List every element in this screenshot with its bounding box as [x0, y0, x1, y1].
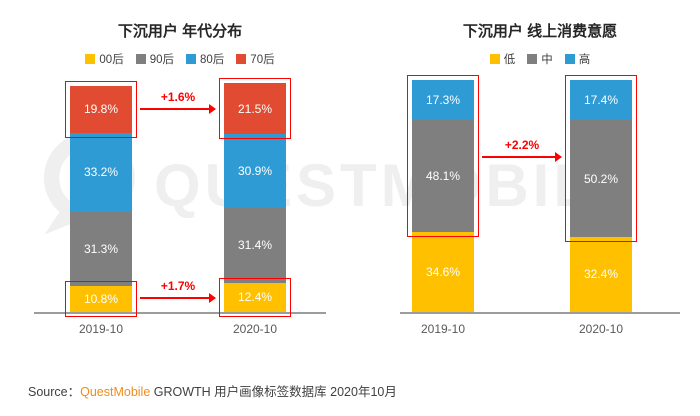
legend-item: 低 [489, 51, 516, 67]
bar-segment: 12.4% [224, 282, 286, 312]
chart-title: 下沉用户 年代分布 [117, 23, 243, 40]
change-arrow-icon [482, 152, 562, 163]
legend-item: 80后 [186, 51, 224, 67]
legend-label: 中 [541, 54, 553, 66]
age-distribution-chart: 下沉用户 年代分布 00后 90后 80后 70后 10.8% 31.3% 33.2% 19… [20, 14, 340, 336]
chart-title: 下沉用户 线上消费意愿 [462, 23, 618, 40]
legend-swatch-icon [135, 54, 146, 64]
legend-item: 高 [564, 51, 591, 67]
legend-swatch-icon [527, 54, 538, 64]
change-arrow-icon [140, 293, 216, 304]
bar-segment: 21.5% [224, 83, 286, 135]
x-axis-labels: 2019-10 2020-10 [34, 314, 326, 336]
stacked-bar: 34.6% 48.1% 17.3% [412, 80, 474, 312]
highlight-box [219, 78, 291, 140]
change-label: +1.6% [160, 89, 196, 104]
bar-segment: 50.2% [570, 120, 632, 237]
highlight-box [65, 281, 137, 317]
legend-swatch-icon [85, 54, 96, 64]
bar-segment: 10.8% [70, 286, 132, 312]
legend-item: 中 [527, 51, 553, 67]
bar-segment: 30.9% [224, 134, 286, 208]
bar-segment: 19.8% [70, 85, 132, 133]
legend-label: 高 [578, 54, 591, 66]
highlight-box [407, 75, 479, 237]
legend-swatch-icon [236, 54, 247, 64]
legend-swatch-icon [564, 54, 575, 64]
bar-segment: 17.4% [570, 80, 632, 121]
legend-swatch-icon [186, 54, 196, 64]
change-label: +2.2% [504, 138, 540, 153]
bar-segment: 31.3% [70, 211, 132, 287]
source-line: Source：QuestMobile GROWTH 用户画像标签数据库 2020… [28, 381, 397, 400]
bar-segment: 32.4% [570, 236, 632, 312]
highlight-box [219, 277, 291, 317]
highlight-box [65, 80, 137, 138]
legend-label: 低 [503, 54, 516, 66]
stacked-bar: 32.4% 50.2% 17.4% [570, 80, 632, 312]
bar-segment: 31.4% [224, 207, 286, 283]
legend-swatch-icon [489, 54, 500, 64]
source-brand: QuestMobile [80, 385, 151, 399]
bar-segment: 48.1% [412, 120, 474, 232]
source-prefix: Source： [28, 385, 81, 399]
change-arrow-icon [140, 103, 216, 114]
legend-item: 90后 [135, 51, 174, 67]
source-suffix: GROWTH 用户画像标签数据库 2020年10月 [150, 385, 397, 399]
x-axis-label: 2019-10 [78, 322, 124, 336]
legend-label: 70后 [250, 54, 275, 66]
legend-label: 00后 [99, 54, 124, 66]
change-label: +1.7% [160, 279, 196, 294]
legend-item: 70后 [236, 51, 275, 67]
x-axis-label: 2019-10 [420, 322, 466, 336]
chart-legend: 00后 90后 80后 70后 [20, 52, 340, 66]
x-axis-label: 2020-10 [578, 322, 624, 336]
legend-label: 80后 [200, 54, 225, 66]
bar-segment: 17.3% [412, 80, 474, 121]
bar-segment: 34.6% [412, 231, 474, 312]
bar-segment: 33.2% [70, 132, 132, 212]
highlight-box [565, 75, 637, 242]
stacked-bar: 12.4% 31.4% 30.9% 21.5% [224, 83, 286, 312]
chart-legend: 低中高 [390, 52, 690, 66]
x-axis-labels: 2019-10 2020-10 [400, 314, 680, 336]
legend-item: 00后 [85, 51, 124, 67]
x-axis-label: 2020-10 [232, 322, 278, 336]
consumption-willingness-chart: 下沉用户 线上消费意愿 低 中 高 34.6% 48.1% 17.3% 32.4% 50.2… [390, 14, 690, 336]
legend-label: 90后 [149, 54, 174, 66]
chart-plot: 34.6% 48.1% 17.3% 32.4% 50.2% 17.4% +2.2% [400, 75, 680, 314]
chart-plot: 10.8% 31.3% 33.2% 19.8% 12.4% 31.4% 30.9% 21.5%… [34, 77, 326, 317]
